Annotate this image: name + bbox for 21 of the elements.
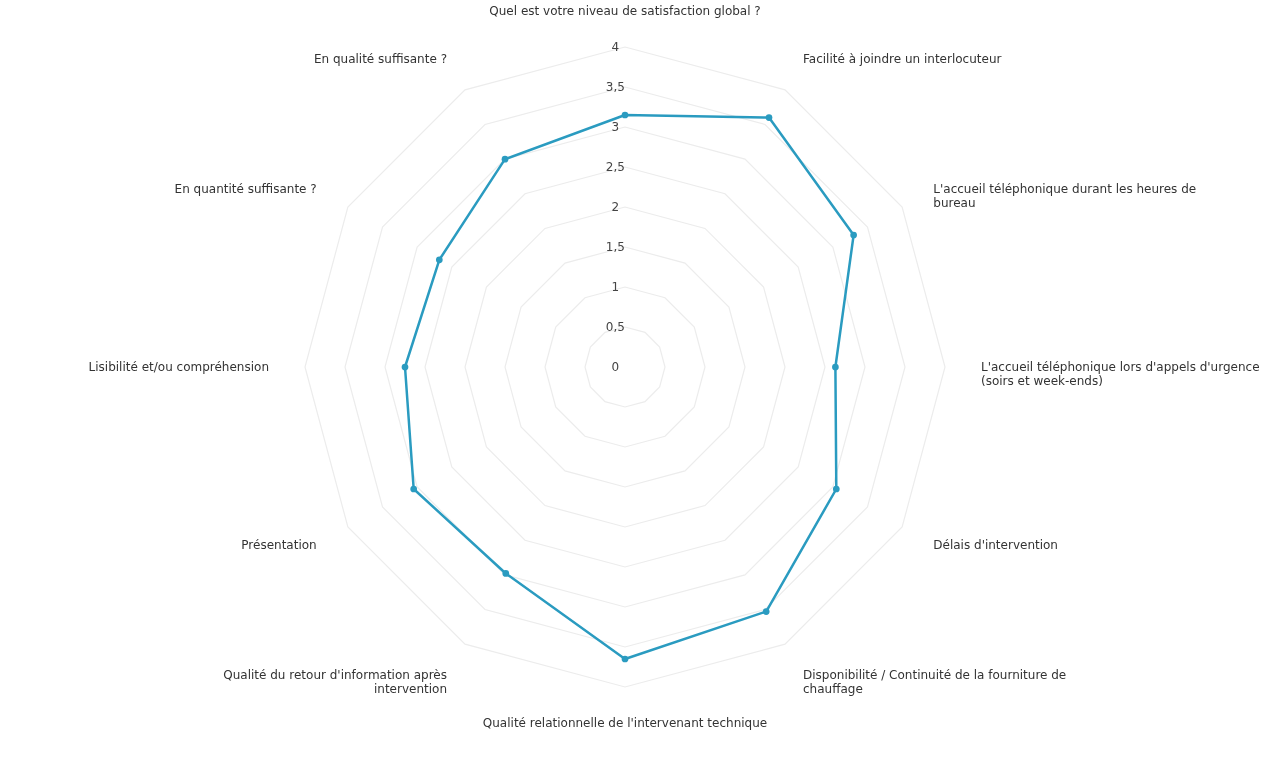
spoke-label: Facilité à joindre un interlocuteur [803, 51, 1002, 66]
spoke-label: L'accueil téléphonique durant les heures de bureau [933, 182, 1197, 210]
y-tick-label: 2 [611, 200, 620, 214]
spoke-label: En quantité suffisante ? [174, 182, 317, 196]
y-tick-label: 0,5 [605, 320, 625, 334]
spoke-label: Quel est votre niveau de satisfaction global ? [489, 4, 761, 18]
y-tick-label: 3,5 [605, 80, 625, 94]
spoke-label: Qualité relationnelle de l'intervenant technique [482, 716, 768, 730]
y-tick-label: 1,5 [605, 240, 625, 254]
y-tick-label: 2,5 [605, 160, 625, 174]
y-tick-label: 0 [611, 360, 620, 374]
spoke-label: L'accueil téléphonique lors d'appels d'urgence (soirs et week-ends) [981, 360, 1260, 388]
spoke-label: Lisibilité et/ou compréhension [88, 360, 269, 374]
y-tick-label: 4 [611, 40, 620, 54]
y-tick-label: 1 [611, 280, 620, 294]
spoke-label: Délais d'intervention [933, 538, 1058, 552]
spoke-label: Présentation [241, 538, 317, 552]
spoke-label: En qualité suffisante ? [313, 51, 447, 66]
spoke-label: Disponibilité / Continuité de la fourniture de chauffage [803, 668, 1067, 697]
spoke-label: Qualité du retour d'information après intervention [223, 668, 447, 697]
y-tick-label: 3 [611, 120, 620, 134]
